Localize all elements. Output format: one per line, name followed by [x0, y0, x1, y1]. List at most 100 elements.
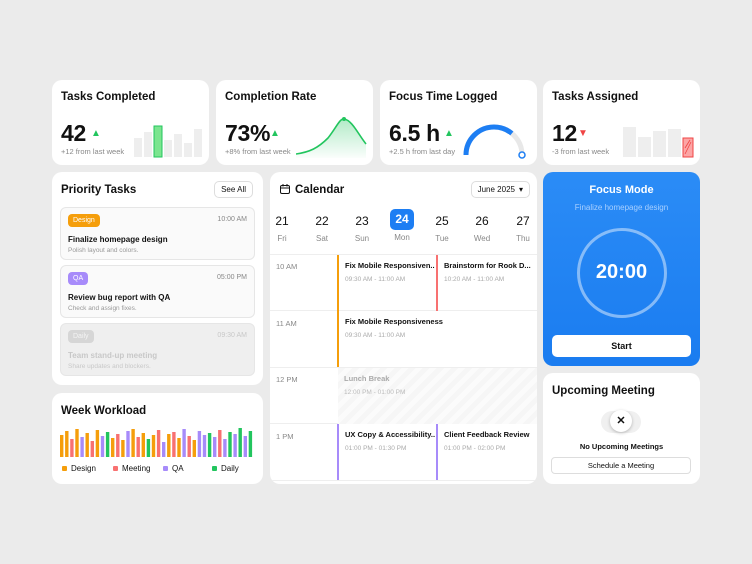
stat-subtext: -3 from last week [552, 147, 610, 156]
month-select[interactable]: June 2025 ▾ [470, 181, 530, 198]
close-icon: ✕ [610, 410, 632, 432]
day-weekday: Fri [277, 234, 287, 243]
event-time: 12:00 PM - 01:00 PM [344, 389, 406, 396]
stat-value: 73% [225, 120, 271, 146]
workload-bar [100, 436, 105, 457]
event-time: 10:20 AM - 11:00 AM [444, 276, 505, 283]
upcoming-meeting-card: Upcoming Meeting ✕ No Upcoming Meetings … [543, 373, 700, 484]
workload-bar [238, 428, 242, 457]
task-item[interactable]: QA 05:00 PM Review bug report with QA Ch… [60, 265, 255, 318]
task-title: Review bug report with QA [68, 293, 171, 302]
day-column-21[interactable]: 21 Fri [270, 214, 294, 243]
stat-subtext: +8% from last week [225, 147, 291, 156]
workload-bar [85, 433, 89, 457]
event-time: 09:30 AM - 11:00 AM [345, 276, 406, 283]
day-column-27[interactable]: 27 Thu [511, 214, 535, 243]
stat-card-focus-time: Focus Time Logged 6.5 h ▲ +2.5 h from la… [380, 80, 537, 165]
stat-title: Tasks Assigned [552, 91, 639, 103]
calendar-card: Calendar June 2025 ▾ 21 Fri 22 Sat 23 Su… [270, 172, 537, 484]
stat-value: 42 [61, 120, 86, 146]
timer-display: 20:00 [595, 261, 648, 283]
day-column-23[interactable]: 23 Sun [350, 214, 374, 243]
calendar-event[interactable]: UX Copy & Accessibility... 01:00 PM - 01… [337, 424, 435, 480]
workload-bar [121, 440, 125, 457]
calendar-event[interactable]: Fix Mobile Responsiven... 09:30 AM - 11:… [337, 255, 435, 311]
month-label: June 2025 [477, 185, 515, 194]
workload-bar [151, 435, 156, 457]
workload-bar [95, 430, 100, 457]
hour-label: 10 AM [276, 262, 298, 271]
lunch-break-block[interactable]: Lunch Break 12:00 PM - 01:00 PM [338, 368, 537, 424]
legend-swatch [163, 466, 168, 471]
workload-bar [75, 429, 79, 457]
task-title: Team stand-up meeting [68, 351, 158, 360]
workload-bar [182, 429, 186, 457]
task-time: 10:00 AM [217, 216, 247, 223]
calendar-event[interactable]: Brainstorm for Rook D... 10:20 AM - 11:0… [436, 255, 537, 311]
calendar-event[interactable]: Client Feedback Review 01:00 PM - 02:00 … [436, 424, 537, 480]
see-all-button[interactable]: See All [214, 181, 253, 198]
trend-up-icon: ▲ [270, 128, 280, 139]
workload-bar [90, 441, 94, 457]
schedule-meeting-button[interactable]: Schedule a Meeting [551, 457, 691, 474]
workload-bar [105, 432, 110, 457]
legend-swatch [212, 466, 217, 471]
day-number: 27 [516, 214, 530, 228]
task-desc: Polish layout and colors. [68, 247, 139, 254]
workload-bar [223, 439, 227, 457]
hour-label: 12 PM [276, 375, 298, 384]
task-item[interactable]: Daily 09:30 AM Team stand-up meeting Sha… [60, 323, 255, 376]
legend-swatch [113, 466, 118, 471]
day-column-22[interactable]: 22 Sat [310, 214, 334, 243]
legend-label: Meeting [122, 464, 151, 473]
focus-mode-card: Focus Mode Finalize homepage design 20:0… [543, 172, 700, 366]
task-item[interactable]: Design 10:00 AM Finalize homepage design… [60, 207, 255, 260]
task-tag: Daily [68, 330, 94, 343]
card-title: Upcoming Meeting [552, 385, 655, 397]
workload-bars [60, 428, 253, 457]
stat-title: Focus Time Logged [389, 91, 498, 103]
calendar-event[interactable]: Fix Mobile Responsiveness 09:30 AM - 11:… [337, 311, 537, 367]
start-button[interactable]: Start [552, 335, 691, 357]
day-column-24-selected[interactable]: 24 Mon [390, 209, 414, 242]
card-title: Priority Tasks [61, 184, 137, 196]
day-number: 24 [390, 209, 414, 230]
day-column-25[interactable]: 25 Tue [430, 214, 454, 243]
stat-value: 12 [552, 120, 577, 146]
workload-bar [65, 431, 69, 457]
empty-state-text: No Upcoming Meetings [579, 442, 664, 451]
task-tag: Design [68, 214, 100, 227]
event-title: UX Copy & Accessibility... [345, 430, 435, 439]
legend-item-design: Design [62, 464, 96, 473]
day-weekday: Sat [315, 234, 328, 243]
stat-subtext: +2.5 h from last day [389, 147, 456, 156]
workload-bar [213, 437, 217, 457]
card-title: Focus Mode [589, 184, 654, 196]
day-weekday: Tue [435, 234, 449, 243]
trend-up-icon: ▲ [444, 128, 454, 139]
trend-down-icon: ▼ [578, 128, 588, 139]
task-time: 05:00 PM [217, 274, 247, 281]
day-number: 25 [435, 214, 449, 228]
trend-area-chart [296, 117, 367, 158]
event-time: 01:00 PM - 02:00 PM [444, 445, 506, 452]
stat-card-tasks-assigned: Tasks Assigned 12 ▼ -3 from last week [543, 80, 700, 165]
workload-bar [70, 439, 74, 457]
focus-gauge [463, 124, 526, 159]
day-weekday: Mon [394, 233, 410, 242]
event-title: Brainstorm for Rook D... [444, 261, 531, 270]
legend-label: Design [71, 464, 96, 473]
day-number: 26 [475, 214, 489, 228]
workload-bar [116, 434, 120, 457]
day-weekday: Wed [473, 234, 491, 243]
calendar-icon [280, 184, 290, 194]
hour-label: 11 AM [276, 319, 297, 328]
day-number: 21 [275, 214, 289, 228]
workload-bar [207, 433, 212, 457]
legend-item-meeting: Meeting [113, 464, 150, 473]
day-column-26[interactable]: 26 Wed [470, 214, 494, 243]
legend-item-qa: QA [163, 464, 184, 473]
workload-bar [146, 439, 151, 457]
event-time: 09:30 AM - 11:00 AM [345, 332, 406, 339]
workload-bar [167, 434, 171, 457]
